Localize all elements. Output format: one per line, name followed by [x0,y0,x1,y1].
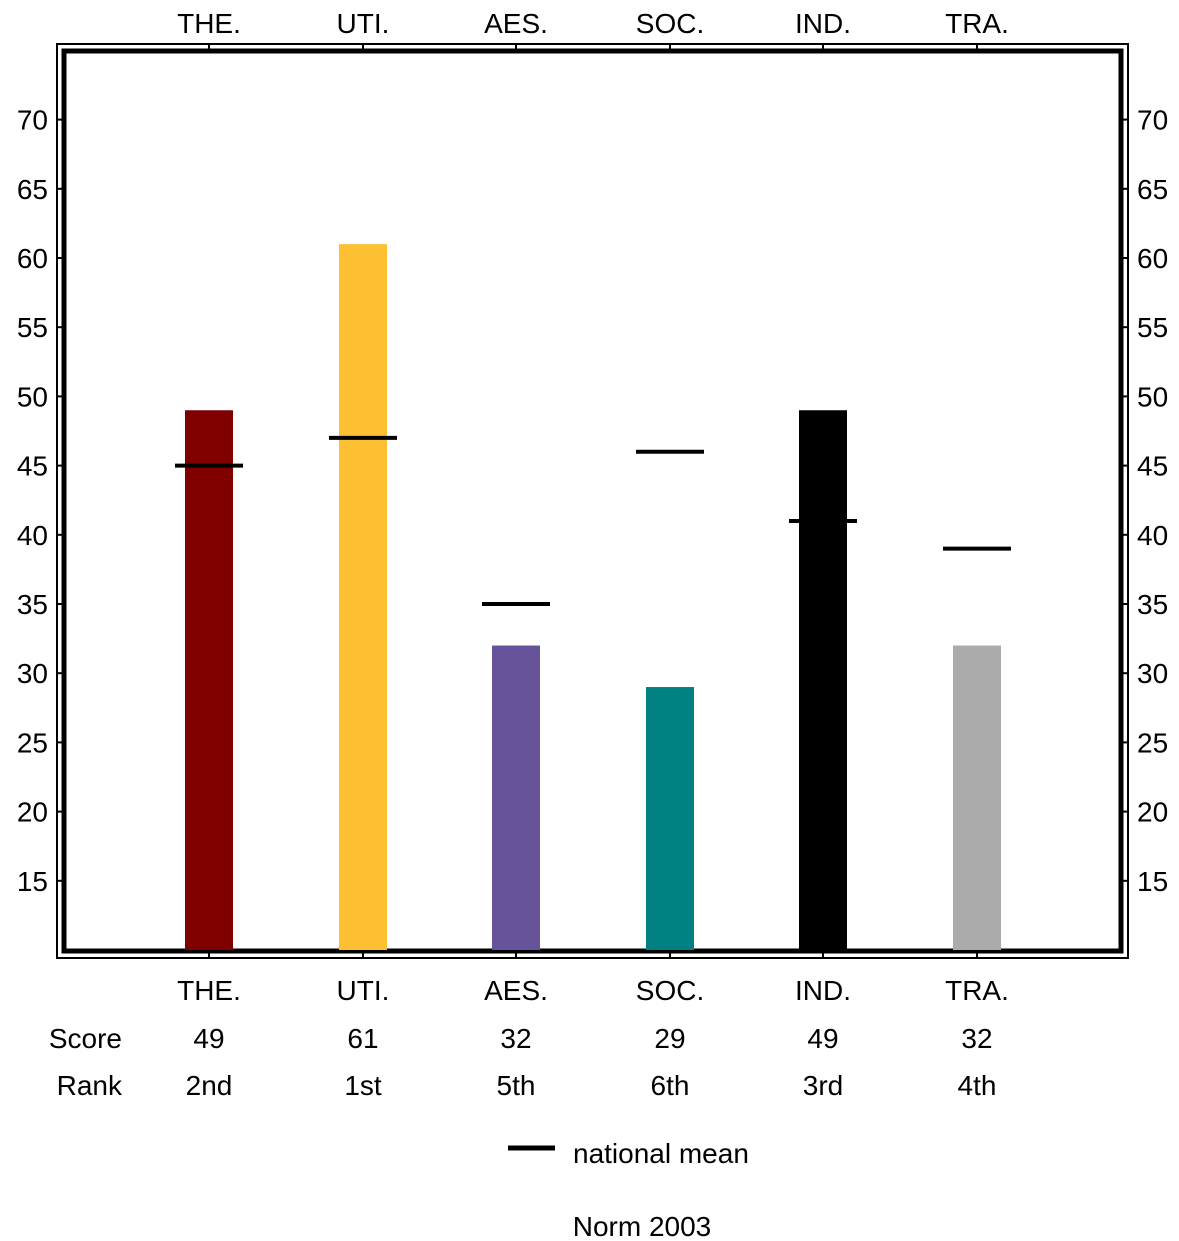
bar-uti [339,244,387,950]
left-tick-label-70: 70 [17,105,48,136]
bar-soc [646,687,694,950]
bar-ind [799,410,847,950]
bottom-category-label-the: THE. [177,975,241,1006]
frame-outer [56,43,1129,959]
legend: national mean [508,1138,749,1169]
top-category-label-soc: SOC. [636,8,704,39]
bars [185,244,1001,950]
score-value-tra: 32 [961,1023,992,1054]
right-tick-label-20: 20 [1137,797,1168,828]
top-category-label-aes: AES. [484,8,548,39]
bottom-category-label-soc: SOC. [636,975,704,1006]
legend-mean-label: national mean [573,1138,749,1169]
bar-aes [492,645,540,950]
rank-value-tra: 4th [958,1070,997,1101]
right-tick-label-40: 40 [1137,520,1168,551]
rank-value-uti: 1st [344,1070,382,1101]
left-tick-label-30: 30 [17,658,48,689]
left-tick-label-15: 15 [17,866,48,897]
score-value-uti: 61 [347,1023,378,1054]
rank-value-soc: 6th [651,1070,690,1101]
score-rank-table: Score Rank 49 2nd 61 1st 32 5th 29 6th 49 3rd 32 4t… [49,1023,997,1101]
rank-value-ind: 3rd [803,1070,843,1101]
right-tick-label-65: 65 [1137,174,1168,205]
right-tick-label-15: 15 [1137,866,1168,897]
bottom-category-labels: THE. UTI. AES. SOC. IND. TRA. [177,951,1009,1006]
left-tick-label-55: 55 [17,312,48,343]
score-value-soc: 29 [654,1023,685,1054]
left-tick-label-60: 60 [17,243,48,274]
y-axis-ticks: 15 15 20 20 25 25 30 30 35 35 40 40 45 45 50 50 55 55 60 60… [17,105,1168,897]
left-tick-label-40: 40 [17,520,48,551]
score-value-ind: 49 [807,1023,838,1054]
bottom-category-label-aes: AES. [484,975,548,1006]
bottom-category-label-ind: IND. [795,975,851,1006]
chart-footer: Norm 2003 [573,1211,712,1241]
right-tick-label-25: 25 [1137,727,1168,758]
bottom-category-label-tra: TRA. [945,975,1009,1006]
rank-row-label: Rank [57,1070,123,1101]
bottom-category-label-uti: UTI. [337,975,390,1006]
left-tick-label-25: 25 [17,727,48,758]
right-tick-label-30: 30 [1137,658,1168,689]
score-value-aes: 32 [500,1023,531,1054]
top-category-label-ind: IND. [795,8,851,39]
frame-inner [61,48,1124,954]
top-category-label-tra: TRA. [945,8,1009,39]
top-category-label-the: THE. [177,8,241,39]
right-tick-label-50: 50 [1137,381,1168,412]
top-category-label-uti: UTI. [337,8,390,39]
rank-value-aes: 5th [497,1070,536,1101]
left-tick-label-50: 50 [17,381,48,412]
bar-tra [953,645,1001,950]
left-tick-label-65: 65 [17,174,48,205]
score-row-label: Score [49,1023,122,1054]
top-category-labels: THE. UTI. AES. SOC. IND. TRA. [177,8,1009,51]
plot-frame [56,43,1129,959]
right-tick-label-55: 55 [1137,312,1168,343]
right-tick-label-45: 45 [1137,451,1168,482]
right-tick-label-60: 60 [1137,243,1168,274]
left-tick-label-20: 20 [17,797,48,828]
left-tick-label-35: 35 [17,589,48,620]
rank-value-the: 2nd [186,1070,233,1101]
right-tick-label-35: 35 [1137,589,1168,620]
left-tick-label-45: 45 [17,451,48,482]
right-tick-label-70: 70 [1137,105,1168,136]
mean-markers [175,435,1011,606]
score-value-the: 49 [193,1023,224,1054]
bar-the [185,410,233,950]
